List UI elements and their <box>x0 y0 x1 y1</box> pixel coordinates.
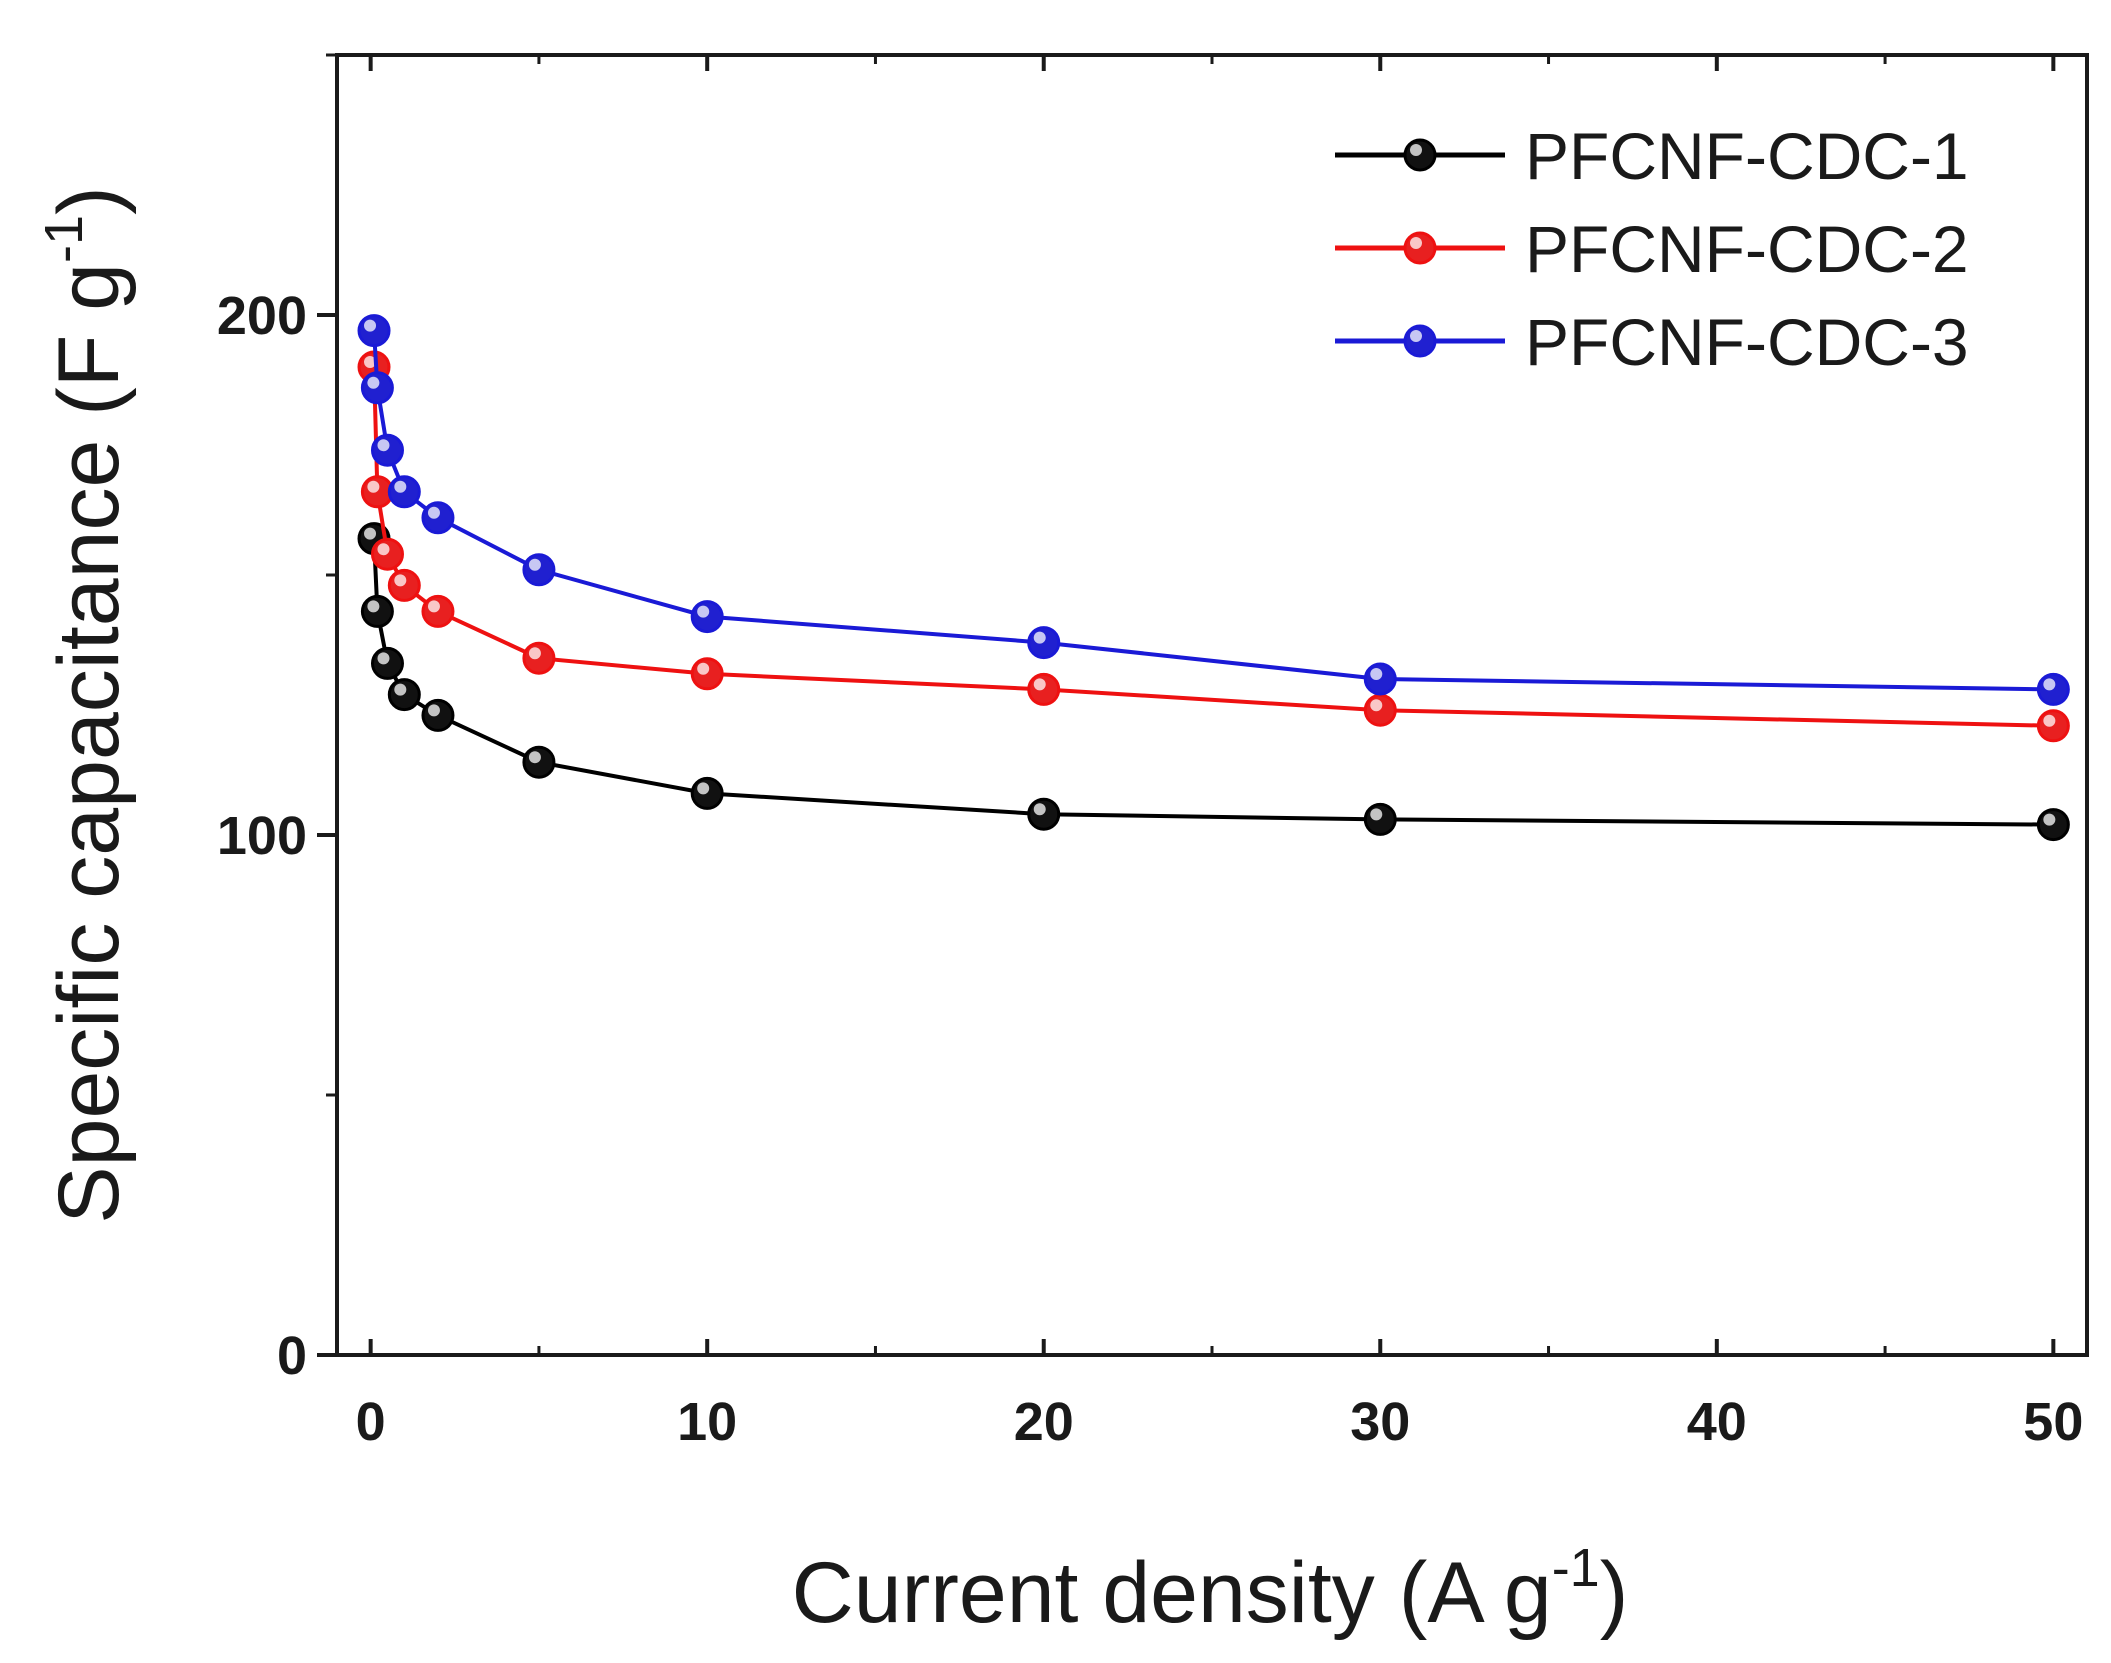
data-point-highlight <box>2043 678 2056 691</box>
legend-marker <box>1403 231 1437 265</box>
data-point-highlight <box>367 480 380 493</box>
data-point <box>370 537 404 571</box>
data-point-highlight <box>528 558 541 571</box>
data-point <box>2036 709 2070 743</box>
data-point-highlight <box>377 439 390 452</box>
data-point-highlight <box>1370 808 1383 821</box>
data-point-highlight <box>697 782 710 795</box>
data-point <box>2036 808 2070 842</box>
data-point-highlight <box>528 647 541 660</box>
legend-marker-highlight <box>1410 237 1422 249</box>
data-point <box>360 594 394 628</box>
y-axis-title-main: Specific capacitance (F g <box>41 263 137 1224</box>
series-line <box>372 366 2054 728</box>
data-point-highlight <box>377 543 390 556</box>
data-point <box>2036 672 2070 706</box>
series-layer <box>357 314 2070 842</box>
x-tick-label: 0 <box>356 1392 386 1452</box>
data-point-highlight <box>1033 631 1046 644</box>
data-point <box>1363 693 1397 727</box>
tick-layer: 0 10 20 30 40 50 0 100 200 <box>217 53 2083 1452</box>
y-axis-title: Specific capacitance (F g-1) <box>34 186 137 1223</box>
x-axis-title: Current density (A g-1) <box>792 1538 1629 1641</box>
y-axis-title-close: ) <box>41 186 137 215</box>
x-tick-label: 30 <box>1350 1392 1410 1452</box>
data-point <box>690 600 724 634</box>
data-point <box>421 594 455 628</box>
data-point-highlight <box>528 751 541 764</box>
data-point <box>357 314 391 348</box>
data-point <box>1363 802 1397 836</box>
x-tick-label: 40 <box>1687 1392 1747 1452</box>
legend-marker <box>1403 138 1437 172</box>
series-line <box>372 330 2054 692</box>
data-point <box>690 657 724 691</box>
data-point <box>387 678 421 712</box>
x-axis-title-main: Current density (A g <box>792 1545 1552 1641</box>
data-point <box>370 646 404 680</box>
y-tick-label: 0 <box>277 1326 307 1386</box>
x-axis-title-sup: -1 <box>1552 1538 1600 1598</box>
data-point <box>387 475 421 509</box>
data-point-highlight <box>394 480 407 493</box>
series-3 <box>357 314 2070 706</box>
x-tick-label: 50 <box>2023 1392 2083 1452</box>
y-tick-label: 200 <box>217 286 307 346</box>
data-point-highlight <box>2043 714 2056 727</box>
data-point-highlight <box>1033 678 1046 691</box>
x-tick-label: 20 <box>1014 1392 1074 1452</box>
data-point <box>387 568 421 602</box>
series-2 <box>357 350 2070 743</box>
legend-label: PFCNF-CDC-2 <box>1525 212 1969 286</box>
legend-marker-highlight <box>1410 330 1422 342</box>
data-point-highlight <box>367 600 380 613</box>
data-point-highlight <box>1370 668 1383 680</box>
legend-marker-highlight <box>1410 144 1422 156</box>
data-point <box>421 501 455 535</box>
data-point-highlight <box>364 319 377 332</box>
x-tick-label: 10 <box>677 1392 737 1452</box>
legend-marker <box>1403 324 1437 358</box>
data-point-highlight <box>394 574 407 587</box>
data-point <box>690 776 724 810</box>
data-point-highlight <box>697 605 710 618</box>
data-point <box>370 433 404 467</box>
legend-entry-3: PFCNF-CDC-3 <box>1335 305 1969 379</box>
legend-label: PFCNF-CDC-3 <box>1525 305 1969 379</box>
data-point <box>522 553 556 587</box>
series-line <box>372 538 2054 827</box>
data-point <box>522 641 556 675</box>
legend-label: PFCNF-CDC-1 <box>1525 119 1969 193</box>
y-axis-title-sup: -1 <box>34 215 94 263</box>
data-point-highlight <box>1033 803 1046 816</box>
data-point <box>421 698 455 732</box>
data-point <box>360 371 394 405</box>
data-point-highlight <box>2043 813 2056 826</box>
data-point <box>522 745 556 779</box>
data-point-highlight <box>1370 699 1383 712</box>
legend-entry-1: PFCNF-CDC-1 <box>1335 119 1969 193</box>
data-point-highlight <box>427 600 440 613</box>
data-point <box>1027 626 1061 660</box>
data-point-highlight <box>697 662 710 675</box>
legend-entry-2: PFCNF-CDC-2 <box>1335 212 1969 286</box>
data-point <box>1027 672 1061 706</box>
series-1 <box>357 522 2070 842</box>
data-point-highlight <box>427 704 440 717</box>
data-point-highlight <box>364 356 377 368</box>
data-point-highlight <box>427 506 440 519</box>
data-point-highlight <box>394 683 407 696</box>
data-point-highlight <box>377 652 390 665</box>
x-axis-title-close: ) <box>1600 1545 1629 1641</box>
y-tick-label: 100 <box>217 806 307 866</box>
data-point <box>1363 662 1397 696</box>
data-point <box>1027 797 1061 831</box>
data-point-highlight <box>364 527 377 540</box>
legend: PFCNF-CDC-1 PFCNF-CDC-2 PFCNF-CDC-3 <box>1335 119 1969 379</box>
data-point-highlight <box>367 376 380 389</box>
